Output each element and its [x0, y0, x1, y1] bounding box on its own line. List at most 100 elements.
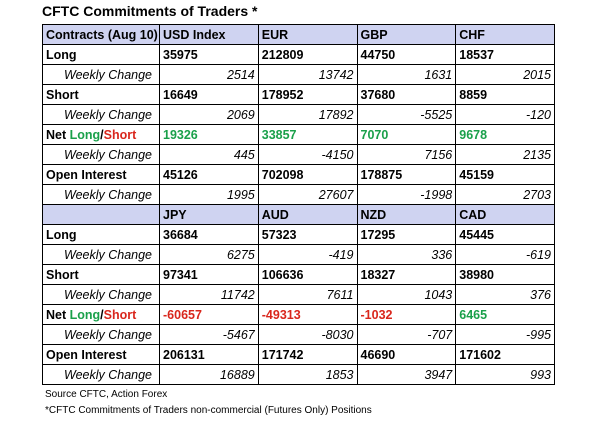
value-cell: 3947	[356, 364, 457, 385]
table-row: Weekly Change 11742 7611 1043 376	[42, 284, 555, 305]
currency-header-cell: EUR	[257, 24, 358, 45]
value-cell: 17892	[257, 104, 358, 125]
value-cell: -49313	[257, 304, 358, 325]
value-cell: 6465	[455, 304, 555, 325]
net-prefix-text: Net	[46, 127, 70, 142]
value-cell: 16649	[159, 84, 259, 105]
value-cell: 336	[356, 244, 457, 265]
currency-header-cell: CAD	[455, 204, 555, 225]
row-label: Net Long/Short	[42, 124, 160, 145]
value-cell: 1995	[159, 184, 259, 205]
table-row: Open Interest 45126 702098 178875 45159	[42, 164, 555, 185]
value-cell: -120	[455, 104, 555, 125]
net-short-text: Short	[103, 307, 137, 322]
table-header-row: Contracts (Aug 10) USD Index EUR GBP CHF	[42, 24, 555, 45]
value-cell: -4150	[257, 144, 358, 165]
value-cell: 2015	[455, 64, 555, 85]
value-cell: 45445	[455, 224, 555, 245]
row-label: Open Interest	[42, 164, 160, 185]
row-label: Weekly Change	[42, 144, 160, 165]
value-cell: -1998	[356, 184, 457, 205]
row-label: Weekly Change	[42, 284, 160, 305]
table-row: Weekly Change 445 -4150 7156 2135	[42, 144, 555, 165]
value-cell: 6275	[159, 244, 259, 265]
value-cell: 171602	[455, 344, 555, 365]
value-cell: 7156	[356, 144, 457, 165]
value-cell: 45159	[455, 164, 555, 185]
value-cell: 11742	[159, 284, 259, 305]
value-cell: 16889	[159, 364, 259, 385]
value-cell: 27607	[257, 184, 358, 205]
value-cell: -619	[455, 244, 555, 265]
value-cell: 2069	[159, 104, 259, 125]
value-cell: -707	[356, 324, 457, 345]
value-cell: 36684	[159, 224, 259, 245]
table-row: Weekly Change -5467 -8030 -707 -995	[42, 324, 555, 345]
value-cell: 2514	[159, 64, 259, 85]
value-cell: 7070	[356, 124, 457, 145]
value-cell: 35975	[159, 44, 259, 65]
value-cell: 33857	[257, 124, 358, 145]
value-cell: 993	[455, 364, 555, 385]
value-cell: 19326	[159, 124, 259, 145]
value-cell: -419	[257, 244, 358, 265]
currency-header-cell: CHF	[455, 24, 555, 45]
table-row: Open Interest 206131 171742 46690 171602	[42, 344, 555, 365]
value-cell: 57323	[257, 224, 358, 245]
currency-header-cell: AUD	[257, 204, 358, 225]
row-label: Long	[42, 224, 160, 245]
table-row: Short 97341 106636 18327 38980	[42, 264, 555, 285]
row-label: Weekly Change	[42, 104, 160, 125]
net-prefix-text: Net	[46, 307, 70, 322]
table-row: Weekly Change 2069 17892 -5525 -120	[42, 104, 555, 125]
currency-header-cell: USD Index	[159, 24, 259, 45]
currency-header-cell: GBP	[356, 24, 457, 45]
table-row: Long 36684 57323 17295 45445	[42, 224, 555, 245]
value-cell: -5525	[356, 104, 457, 125]
value-cell: 376	[455, 284, 555, 305]
row-label: Weekly Change	[42, 244, 160, 265]
row-label: Open Interest	[42, 344, 160, 365]
header-label-cell: Contracts (Aug 10)	[42, 24, 160, 45]
row-label: Weekly Change	[42, 364, 160, 385]
value-cell: 9678	[455, 124, 555, 145]
source-note: Source CFTC, Action Forex	[45, 389, 168, 400]
row-label: Weekly Change	[42, 324, 160, 345]
currency-header-cell: JPY	[159, 204, 259, 225]
net-long-text: Long	[69, 127, 101, 142]
net-short-text: Short	[103, 127, 137, 142]
table-row: Weekly Change 1995 27607 -1998 2703	[42, 184, 555, 205]
value-cell: 2703	[455, 184, 555, 205]
value-cell: 1631	[356, 64, 457, 85]
value-cell: 18327	[356, 264, 457, 285]
value-cell: -60657	[159, 304, 259, 325]
value-cell: 106636	[257, 264, 358, 285]
value-cell: 46690	[356, 344, 457, 365]
value-cell: 2135	[455, 144, 555, 165]
value-cell: 97341	[159, 264, 259, 285]
value-cell: 212809	[257, 44, 358, 65]
table-row: Weekly Change 2514 13742 1631 2015	[42, 64, 555, 85]
value-cell: -8030	[257, 324, 358, 345]
footnote: *CFTC Commitments of Traders non-commerc…	[45, 405, 372, 416]
table-row: Long 35975 212809 44750 18537	[42, 44, 555, 65]
value-cell: 445	[159, 144, 259, 165]
value-cell: 38980	[455, 264, 555, 285]
row-label: Short	[42, 84, 160, 105]
value-cell: 18537	[455, 44, 555, 65]
value-cell: 8859	[455, 84, 555, 105]
currency-header-cell: NZD	[356, 204, 457, 225]
row-label: Weekly Change	[42, 64, 160, 85]
header-label-cell	[42, 204, 160, 225]
value-cell: 178875	[356, 164, 457, 185]
net-long-text: Long	[69, 307, 101, 322]
value-cell: 1043	[356, 284, 457, 305]
value-cell: 702098	[257, 164, 358, 185]
table-row: Weekly Change 16889 1853 3947 993	[42, 364, 555, 385]
table-row: Net Long/Short 19326 33857 7070 9678	[42, 124, 555, 145]
page-title: CFTC Commitments of Traders *	[42, 3, 258, 19]
cot-table: Contracts (Aug 10) USD Index EUR GBP CHF Long…	[42, 24, 555, 385]
value-cell: 17295	[356, 224, 457, 245]
value-cell: 171742	[257, 344, 358, 365]
value-cell: 37680	[356, 84, 457, 105]
